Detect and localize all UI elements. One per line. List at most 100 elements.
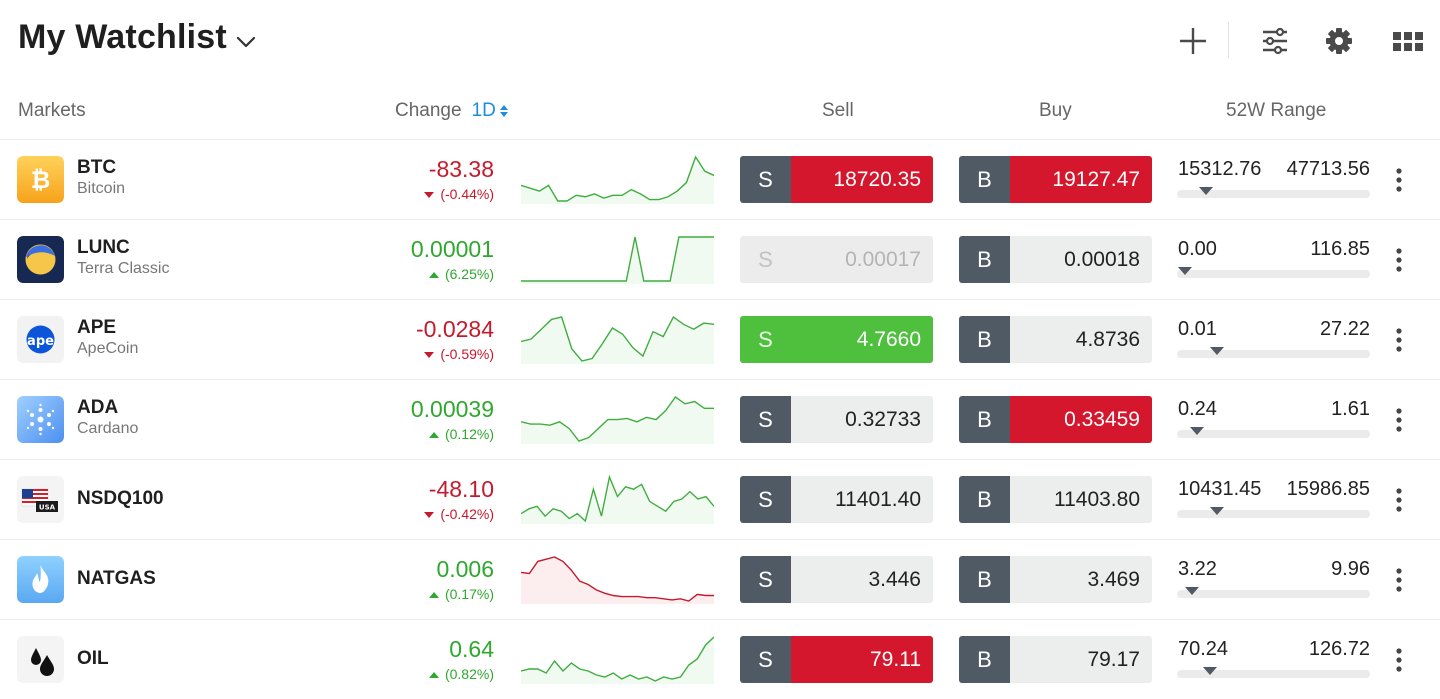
change-percent-label: (-0.42%) <box>440 506 494 522</box>
table-row[interactable]: NATGAS 0.006 (0.17%) S 3.446 B 3.469 3.22 9.96 <box>0 539 1440 619</box>
triangle-up-icon <box>428 272 439 279</box>
buy-price[interactable]: 0.33459 <box>1010 396 1152 443</box>
range-high: 15986.85 <box>1286 478 1370 500</box>
asset-logo[interactable] <box>17 236 64 283</box>
change-percent-label: (-0.59%) <box>440 346 494 362</box>
buy-tag[interactable]: B <box>959 236 1010 283</box>
sell-button[interactable]: S 18720.35 <box>740 156 933 203</box>
gear-icon[interactable] <box>1322 24 1356 58</box>
asset-logo[interactable] <box>17 636 64 683</box>
range-bar <box>1177 190 1370 198</box>
sparkline-area <box>521 557 714 604</box>
table-row[interactable]: OIL 0.64 (0.82%) S 79.11 B 79.17 70.24 126.72 <box>0 619 1440 699</box>
asset-symbol[interactable]: NSDQ100 <box>77 488 164 509</box>
grid-view-icon[interactable] <box>1391 24 1425 58</box>
buy-price[interactable]: 79.17 <box>1010 636 1152 683</box>
cardano-logo-icon <box>17 396 64 443</box>
sell-tag[interactable]: S <box>740 556 791 603</box>
sell-tag[interactable]: S <box>740 636 791 683</box>
oil-drop-icon <box>17 636 64 683</box>
asset-logo[interactable] <box>17 556 64 603</box>
period-selector[interactable]: 1D <box>472 100 509 122</box>
range-low: 15312.76 <box>1178 158 1262 180</box>
more-options-icon[interactable] <box>1389 246 1409 274</box>
asset-logo[interactable] <box>17 396 64 443</box>
sell-price[interactable]: 3.446 <box>791 556 933 603</box>
sell-tag[interactable]: S <box>740 236 791 283</box>
buy-button[interactable]: B 0.33459 <box>959 396 1152 443</box>
table-row[interactable]: LUNC Terra Classic 0.00001 (6.25%) S 0.00017 B… <box>0 219 1440 299</box>
buy-tag[interactable]: B <box>959 636 1010 683</box>
buy-button[interactable]: B 3.469 <box>959 556 1152 603</box>
table-row[interactable]: ADA Cardano 0.00039 (0.12%) S 0.32733 B 0.33459… <box>0 379 1440 459</box>
more-options-icon[interactable] <box>1389 166 1409 194</box>
buy-button[interactable]: B 79.17 <box>959 636 1152 683</box>
range-marker <box>1178 267 1192 275</box>
buy-price[interactable]: 3.469 <box>1010 556 1152 603</box>
asset-logo[interactable]: ₿ <box>17 156 64 203</box>
sell-price[interactable]: 11401.40 <box>791 476 933 523</box>
asset-symbol[interactable]: LUNC <box>77 237 130 258</box>
buy-button[interactable]: B 4.8736 <box>959 316 1152 363</box>
buy-price[interactable]: 0.00018 <box>1010 236 1152 283</box>
header: My Watchlist <box>0 0 1440 84</box>
asset-symbol[interactable]: NATGAS <box>77 568 156 589</box>
buy-tag[interactable]: B <box>959 476 1010 523</box>
sell-button[interactable]: S 79.11 <box>740 636 933 683</box>
add-icon[interactable] <box>1176 24 1210 58</box>
buy-tag[interactable]: B <box>959 556 1010 603</box>
sparkline-line <box>521 236 714 282</box>
more-options-icon[interactable] <box>1389 326 1409 354</box>
svg-text:ape: ape <box>27 334 54 349</box>
buy-tag[interactable]: B <box>959 316 1010 363</box>
chevron-down-icon[interactable] <box>234 30 258 54</box>
buy-price[interactable]: 4.8736 <box>1010 316 1152 363</box>
buy-tag[interactable]: B <box>959 156 1010 203</box>
more-options-icon[interactable] <box>1389 646 1409 674</box>
buy-button[interactable]: B 0.00018 <box>959 236 1152 283</box>
period-label[interactable]: 1D <box>471 100 496 121</box>
sell-button[interactable]: S 3.446 <box>740 556 933 603</box>
buy-button[interactable]: B 11403.80 <box>959 476 1152 523</box>
sparkline-line <box>521 315 714 362</box>
triangle-down-icon <box>424 352 435 359</box>
more-options-icon[interactable] <box>1389 486 1409 514</box>
table-row[interactable]: ₿ BTC Bitcoin -83.38 (-0.44%) S 18720.35 B 19127… <box>0 139 1440 219</box>
more-options-icon[interactable] <box>1389 406 1409 434</box>
sell-price[interactable]: 0.00017 <box>791 236 933 283</box>
sell-button[interactable]: S 11401.40 <box>740 476 933 523</box>
buy-button[interactable]: B 19127.47 <box>959 156 1152 203</box>
table-row[interactable]: ape APE ApeCoin -0.0284 (-0.59%) S 4.7660 B 4.87… <box>0 299 1440 379</box>
usa-flag-icon: USA <box>17 476 64 523</box>
sell-button[interactable]: S 0.00017 <box>740 236 933 283</box>
sell-price[interactable]: 4.7660 <box>791 316 933 363</box>
buy-tag[interactable]: B <box>959 396 1010 443</box>
sparkline-chart <box>521 556 714 604</box>
sparkline-chart <box>521 636 714 684</box>
asset-logo[interactable]: ape <box>17 316 64 363</box>
sell-tag[interactable]: S <box>740 316 791 363</box>
sell-tag[interactable]: S <box>740 476 791 523</box>
page-title[interactable]: My Watchlist <box>18 18 227 56</box>
sell-tag[interactable]: S <box>740 396 791 443</box>
asset-logo[interactable]: USA <box>17 476 64 523</box>
more-options-icon[interactable] <box>1389 566 1409 594</box>
sell-tag[interactable]: S <box>740 156 791 203</box>
asset-name: Terra Classic <box>77 260 170 277</box>
asset-symbol[interactable]: BTC <box>77 157 117 178</box>
sell-price[interactable]: 18720.35 <box>791 156 933 203</box>
sell-button[interactable]: S 4.7660 <box>740 316 933 363</box>
asset-symbol[interactable]: APE <box>77 317 117 338</box>
buy-price[interactable]: 11403.80 <box>1010 476 1152 523</box>
sparkline-area <box>521 397 714 444</box>
sell-button[interactable]: S 0.32733 <box>740 396 933 443</box>
sparkline-line <box>521 474 714 523</box>
sell-price[interactable]: 79.11 <box>791 636 933 683</box>
filter-sliders-icon[interactable] <box>1258 24 1292 58</box>
asset-symbol[interactable]: OIL <box>77 648 109 669</box>
asset-symbol[interactable]: ADA <box>77 397 119 418</box>
table-row[interactable]: USA NSDQ100 -48.10 (-0.42%) S 11401.40 B 11403.… <box>0 459 1440 539</box>
buy-price[interactable]: 19127.47 <box>1010 156 1152 203</box>
sort-arrows-icon[interactable] <box>499 103 509 119</box>
sell-price[interactable]: 0.32733 <box>791 396 933 443</box>
